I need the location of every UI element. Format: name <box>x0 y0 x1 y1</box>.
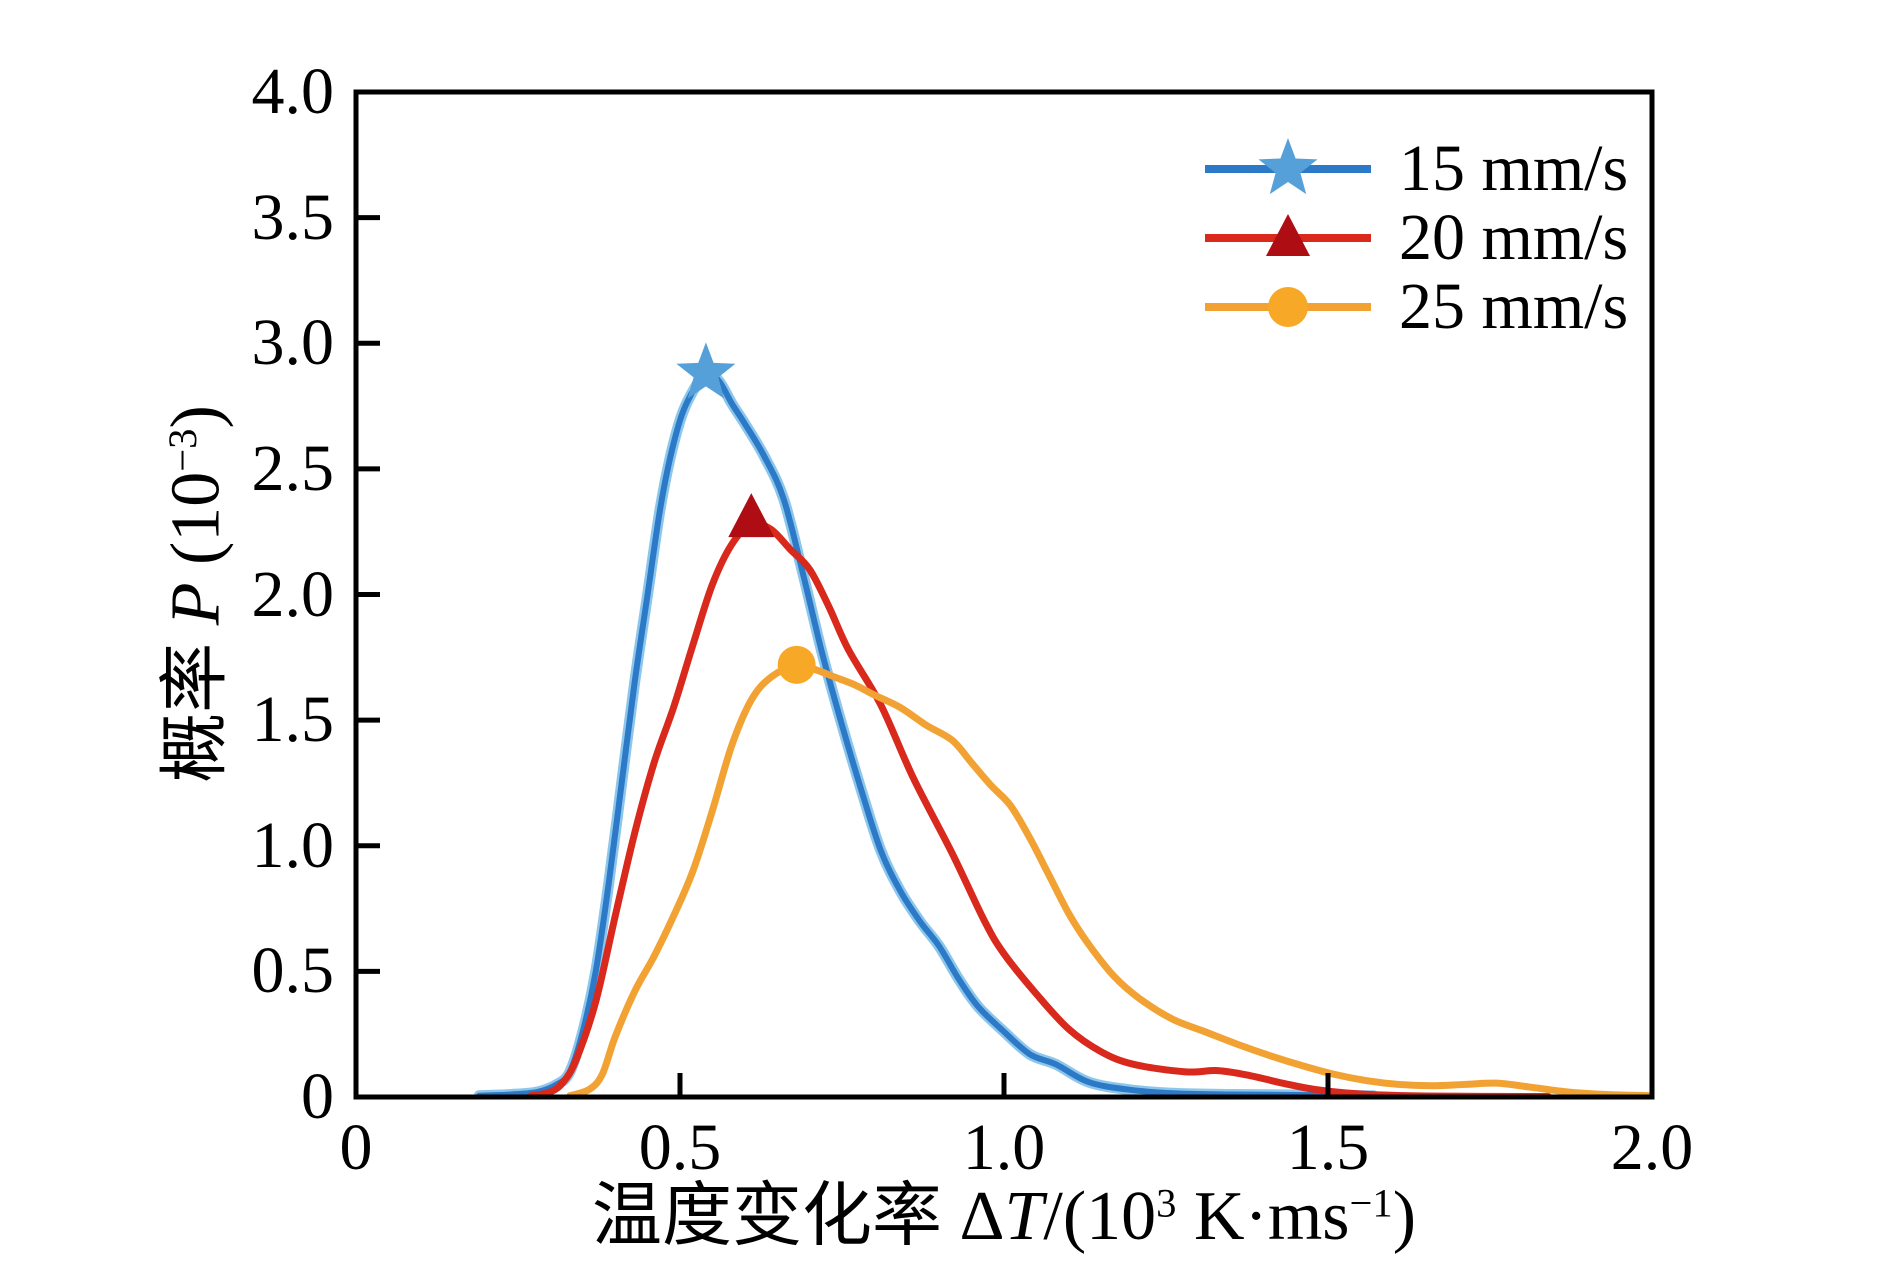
y-tick-label: 3.5 <box>251 180 335 254</box>
y-tick-label: 4.0 <box>251 55 335 128</box>
x-axis-title: 温度变化率 ΔT/(103 K·ms−1) <box>356 1178 1652 1255</box>
x-tick-label: 1.5 <box>1286 1111 1370 1184</box>
circle-icon <box>1268 286 1308 327</box>
legend-triangle-marker-icon <box>1205 213 1371 256</box>
legend-star-marker-icon <box>1205 137 1371 194</box>
x-tick-label: 1.0 <box>962 1111 1046 1184</box>
y-axis-title: 概率 P (10−3) <box>133 0 235 1189</box>
x-tick-label: 0 <box>339 1111 373 1184</box>
y-axis-unit-close: ) <box>157 405 235 429</box>
y-axis-unit-open: (10 <box>157 471 235 583</box>
star-icon <box>1258 137 1318 194</box>
x-axis-title-symbol: T <box>1004 1178 1044 1255</box>
triangle-icon <box>1266 213 1310 256</box>
x-axis-unit-open: /(10 <box>1043 1178 1157 1255</box>
series-line-0 <box>476 369 1377 1097</box>
legend-label: 20 mm/s <box>1399 200 1629 274</box>
x-axis-unit-mid: K·ms <box>1176 1178 1350 1255</box>
y-axis-superscript: −3 <box>160 428 205 472</box>
x-axis-unit-close: ) <box>1392 1178 1417 1255</box>
legend-item-15mms: 15 mm/s <box>1203 134 1628 203</box>
y-tick-label: 2.5 <box>251 431 335 505</box>
y-tick-label: 1.0 <box>251 808 335 882</box>
x-tick-label: 0.5 <box>638 1111 722 1184</box>
series-line-1 <box>527 519 1552 1097</box>
curves-group <box>473 366 1652 1097</box>
series-halo-0 <box>473 366 1379 1097</box>
y-tick-label: 0.5 <box>251 934 335 1008</box>
x-axis-superscript-1: 3 <box>1156 1180 1177 1226</box>
y-axis-title-text: 概率 <box>157 625 235 783</box>
legend-item-25mms: 25 mm/s <box>1203 272 1628 341</box>
legend-item-20mms: 20 mm/s <box>1203 203 1628 272</box>
legend-label: 25 mm/s <box>1399 269 1629 343</box>
legend-circle-marker-icon <box>1205 286 1371 327</box>
circle-marker <box>777 645 816 684</box>
legend-label: 15 mm/s <box>1399 131 1629 205</box>
y-tick-label: 3.0 <box>251 306 335 380</box>
star-marker <box>676 342 736 399</box>
series-line-2 <box>566 661 1652 1097</box>
x-axis-title-text: 温度变化率 Δ <box>591 1178 1005 1255</box>
x-tick-label: 2.0 <box>1610 1111 1694 1184</box>
y-tick-label: 1.5 <box>251 683 335 757</box>
triangle-marker <box>728 493 775 538</box>
y-tick-label: 2.0 <box>251 557 335 631</box>
y-tick-label: 0 <box>301 1060 334 1133</box>
x-axis-superscript-2: −1 <box>1349 1180 1393 1226</box>
legend: 15 mm/s 20 mm/s 25 mm/s <box>1203 134 1628 341</box>
y-axis-title-symbol: P <box>157 582 235 626</box>
